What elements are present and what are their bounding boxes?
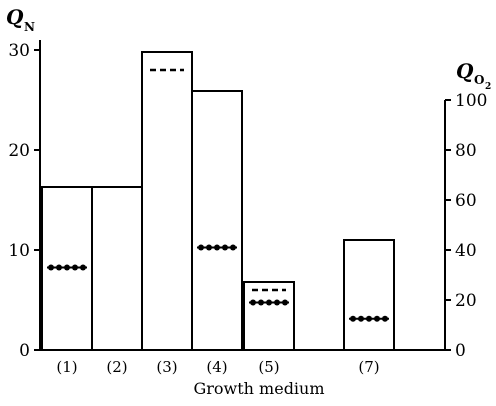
right-tick-label: 20 bbox=[455, 291, 477, 311]
dotted-marker-dot bbox=[366, 315, 372, 322]
category-label: (2) bbox=[106, 358, 127, 376]
bar-6 bbox=[343, 239, 395, 351]
bar-3 bbox=[141, 51, 193, 351]
right-tick-label: 60 bbox=[455, 191, 477, 211]
category-label: (7) bbox=[358, 358, 379, 376]
bar-4 bbox=[191, 90, 243, 351]
right-tick-label: 100 bbox=[455, 91, 487, 111]
left-tick-label: 30 bbox=[8, 41, 30, 61]
dotted-marker-dot bbox=[72, 264, 78, 271]
right-axis-subscript: O bbox=[474, 73, 484, 87]
dotted-marker-dot bbox=[48, 264, 54, 271]
left-tick-label: 0 bbox=[19, 341, 30, 361]
markers-group bbox=[47, 68, 389, 322]
dotted-marker-dot bbox=[258, 299, 264, 306]
left-tick-label: 10 bbox=[8, 241, 30, 261]
dotted-marker-dot bbox=[214, 244, 220, 251]
dotted-marker-dot bbox=[266, 299, 272, 306]
labels-group: Q N Q O 2 Growth medium bbox=[6, 5, 491, 398]
dotted-marker-dot bbox=[80, 264, 86, 271]
left-axis-subscript: N bbox=[24, 20, 35, 34]
dotted-marker-dot bbox=[222, 244, 228, 251]
dotted-marker-dot bbox=[282, 299, 288, 306]
bar-5 bbox=[243, 281, 295, 351]
right-axis-title: Q bbox=[456, 59, 474, 83]
dotted-marker-dot bbox=[56, 264, 62, 271]
right-axis-subscript-2: 2 bbox=[485, 82, 491, 92]
bars-group bbox=[41, 51, 395, 351]
category-label: (4) bbox=[206, 358, 227, 376]
dotted-marker-dot bbox=[374, 315, 380, 322]
dotted-marker-dot bbox=[382, 315, 388, 322]
left-axis-title: Q bbox=[6, 5, 24, 29]
dotted-marker-dot bbox=[350, 315, 356, 322]
dotted-marker-dot bbox=[230, 244, 236, 251]
dotted-marker-dot bbox=[206, 244, 212, 251]
category-label: (5) bbox=[258, 358, 279, 376]
bar-2 bbox=[91, 186, 143, 351]
right-tick-label: 40 bbox=[455, 241, 477, 261]
category-label: (3) bbox=[156, 358, 177, 376]
dotted-marker-dot bbox=[64, 264, 70, 271]
right-tick-label: 80 bbox=[455, 141, 477, 161]
dotted-marker-dot bbox=[250, 299, 256, 306]
right-tick-label: 0 bbox=[455, 341, 466, 361]
x-axis-title: Growth medium bbox=[193, 379, 324, 398]
axes-group: (1) (2) (3) (4) (5) (7) 0 10 20 30 0 20 40 60 80 100 bbox=[8, 40, 487, 376]
dotted-marker-dot bbox=[274, 299, 280, 306]
category-label: (1) bbox=[56, 358, 77, 376]
dotted-marker-dot bbox=[198, 244, 204, 251]
left-tick-label: 20 bbox=[8, 141, 30, 161]
dotted-marker-dot bbox=[358, 315, 364, 322]
